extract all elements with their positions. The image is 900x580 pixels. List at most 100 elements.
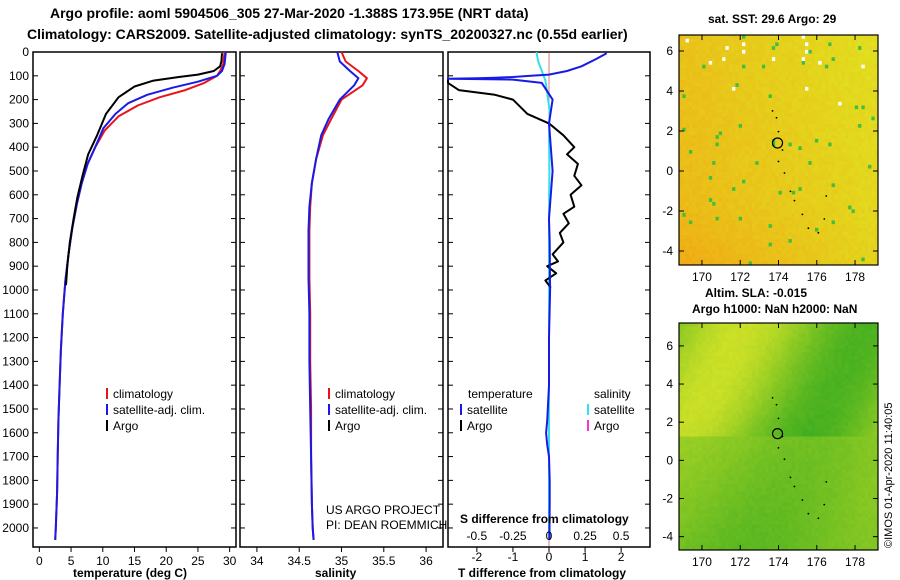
depth-tick-label: 700	[9, 212, 29, 226]
trajectory-dot	[777, 130, 780, 133]
depth-tick-label: 1100	[3, 307, 29, 321]
sal-legend-title: salinity	[594, 387, 631, 401]
salinity-axis-label: salinity	[315, 566, 357, 580]
map-lat-label: -4	[662, 530, 673, 544]
temp-legend-title: temperature	[468, 387, 533, 401]
temp-series-satellite-adj--clim-	[54, 51, 227, 540]
trajectory-dot	[777, 446, 780, 449]
depth-tick-label: 100	[9, 69, 29, 83]
x-tick-label: 5	[68, 554, 75, 568]
map-lat-label: 4	[666, 84, 673, 98]
sst-map	[679, 35, 879, 266]
sal-diff-tick-label: -0.25	[499, 529, 527, 543]
trajectory-dot	[825, 481, 828, 483]
sla-map-title: Altim. SLA: -0.015	[705, 286, 807, 300]
trajectory-dot	[777, 417, 780, 420]
sal-series-satellite-adj--clim-	[307, 51, 360, 540]
map-lon-label: 172	[730, 270, 750, 284]
depth-tick-label: 2000	[2, 521, 29, 535]
diff-tick-label: 0	[546, 550, 553, 564]
map-lat-label: 4	[666, 377, 673, 391]
sal-legend-2-label: Argo	[335, 419, 361, 433]
depth-tick-label: 0	[22, 45, 29, 59]
x-tick-label: 36	[419, 554, 433, 568]
map-lat-label: -2	[662, 204, 673, 218]
trajectory-dot	[801, 213, 804, 216]
sla-map-float-marker	[771, 428, 784, 440]
trajectory-dot	[783, 172, 786, 174]
trajectory-dot	[771, 110, 774, 112]
map-lat-label: 6	[666, 44, 673, 58]
x-tick-label: 25	[191, 554, 205, 568]
x-tick-label: 34.5	[288, 554, 312, 568]
figure-title: Argo profile: aoml 5904506_305 27-Mar-20…	[50, 5, 529, 21]
sal-diff-tick-label: 0.25	[573, 529, 597, 543]
trajectory-dot	[777, 160, 780, 163]
depth-tick-label: 200	[9, 93, 29, 107]
trajectory-dot	[789, 476, 792, 479]
map-lon-label: 176	[807, 270, 827, 284]
trajectory-dot	[807, 512, 810, 515]
sal-series-climatology	[308, 51, 368, 540]
imos-credit: ©IMOS 01-Apr-2020 11:40:05	[883, 403, 895, 548]
trajectory-dot	[793, 485, 796, 488]
map-lat-label: -4	[662, 244, 673, 258]
figure-subtitle: Climatology: CARS2009. Satellite-adjuste…	[27, 26, 628, 42]
map-lon-label: 176	[807, 555, 827, 569]
map-lon-label: 170	[692, 555, 712, 569]
depth-tick-label: 900	[9, 259, 29, 273]
sal-legend-0-label: climatology	[335, 387, 395, 401]
trajectory-dot	[781, 149, 784, 151]
trajectory-dot	[771, 397, 774, 399]
depth-tick-label: 400	[9, 140, 29, 154]
trajectory-dot	[823, 218, 826, 220]
sal-diff-legend-sat-label: satellite	[594, 403, 635, 417]
trajectory-dot	[825, 195, 828, 197]
sst-map-title: sat. SST: 29.6 Argo: 29	[708, 12, 837, 26]
map-lat-label: 6	[666, 339, 673, 353]
map-lon-label: 172	[730, 555, 750, 569]
trajectory-dot	[817, 517, 820, 520]
map-lon-label: 174	[768, 270, 788, 284]
temp-diff-argo-series	[447, 79, 583, 289]
temp-diff-legend-sat-label: satellite	[467, 403, 508, 417]
map-lat-label: 2	[666, 415, 673, 429]
x-tick-label: 20	[160, 554, 174, 568]
x-tick-label: 15	[128, 554, 142, 568]
sal-diff-tick-label: 0.5	[613, 529, 630, 543]
x-tick-label: 34	[250, 554, 264, 568]
temp-diff-satellite-series	[447, 52, 608, 540]
trajectory-dot	[823, 503, 826, 506]
trajectory-dot	[817, 231, 820, 234]
temp-legend-0-label: climatology	[113, 387, 173, 401]
depth-tick-label: 300	[9, 116, 29, 130]
depth-tick-label: 1400	[2, 378, 29, 392]
map-lon-label: 174	[768, 555, 788, 569]
depth-tick-label: 600	[9, 188, 29, 202]
trajectory-dot	[775, 116, 778, 119]
x-tick-label: 30	[223, 554, 237, 568]
trajectory-dot	[789, 190, 792, 193]
depth-tick-label: 1200	[2, 331, 29, 345]
sla-map-subtitle: Argo h1000: NaN h2000: NaN	[692, 302, 857, 316]
diff-tick-label: -2	[472, 550, 483, 564]
depth-tick-label: 1900	[2, 497, 29, 511]
map-lat-label: 0	[666, 453, 673, 467]
depth-tick-label: 1800	[2, 473, 29, 487]
x-tick-label: 0	[36, 554, 43, 568]
diff-tick-label: 2	[618, 550, 625, 564]
depth-tick-label: 800	[9, 235, 29, 249]
sal-diff-tick-label: 0	[546, 529, 553, 543]
x-tick-label: 35	[335, 554, 349, 568]
sal-diff-satellite-series	[535, 51, 551, 540]
map-lat-label: 2	[666, 124, 673, 138]
trajectory-dot	[783, 458, 786, 461]
depth-tick-label: 1700	[2, 450, 29, 464]
diff-tick-label: 1	[582, 550, 589, 564]
temp-series-climatology	[54, 51, 226, 540]
sal-diff-legend-argo-label: Argo	[594, 419, 620, 433]
depth-tick-label: 1300	[2, 354, 29, 368]
project-annotation: US ARGO PROJECT	[326, 503, 441, 517]
